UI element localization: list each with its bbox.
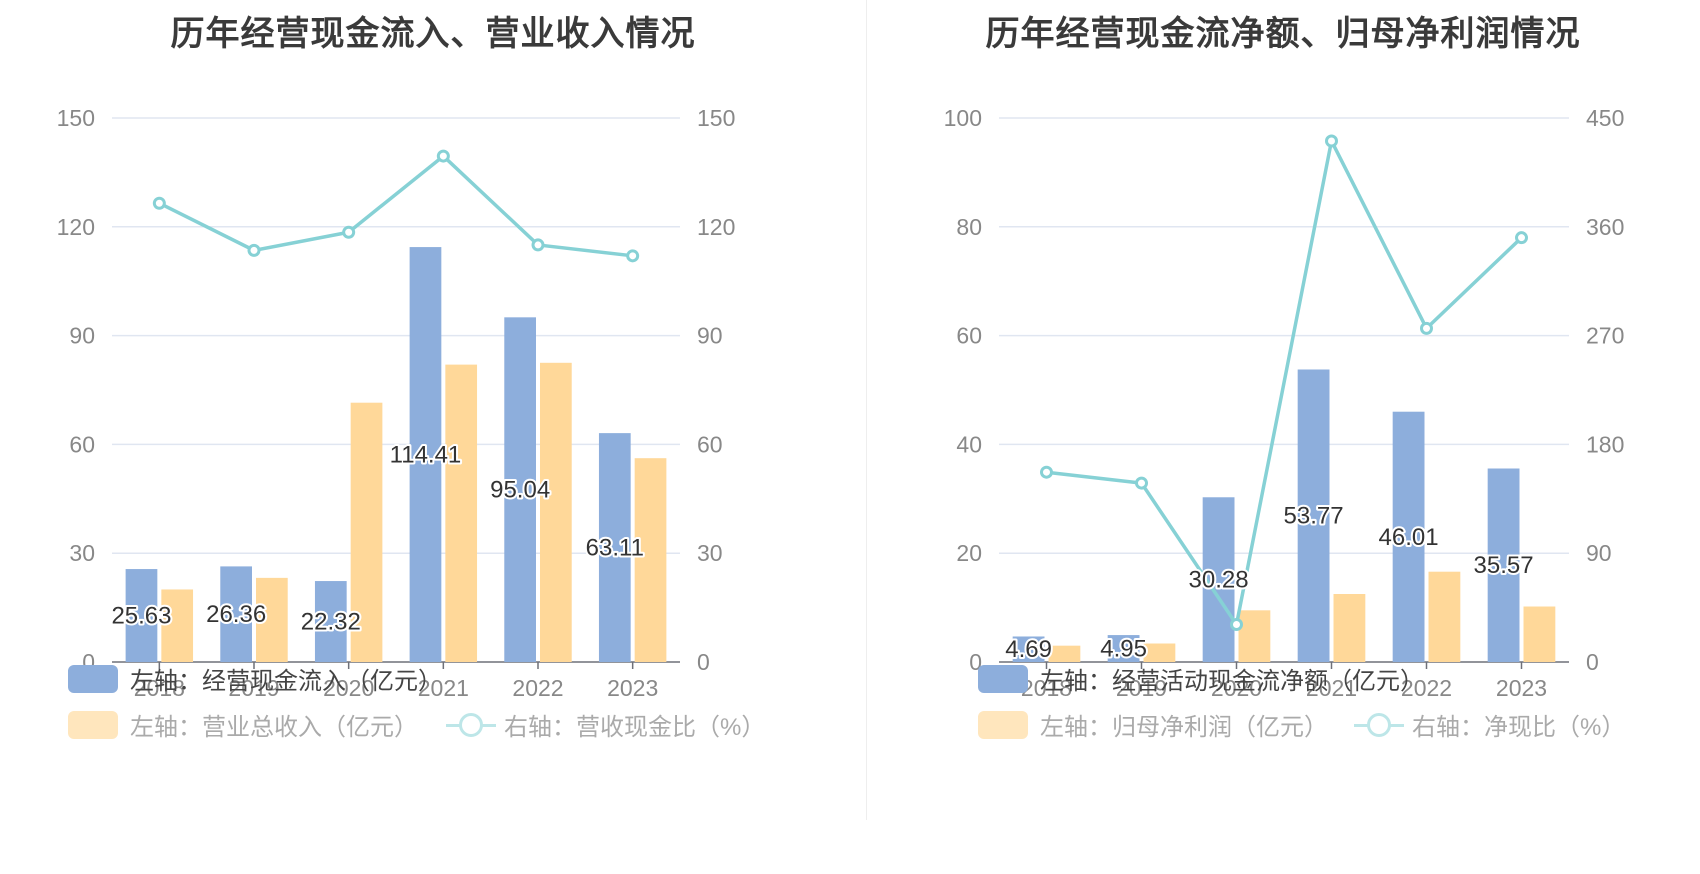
bar-secondary (1429, 572, 1461, 662)
line-point (1137, 478, 1147, 488)
line-point (1232, 620, 1242, 630)
data-label: 46.01 (1379, 524, 1439, 551)
chart-panel-cashflow-revenue: 历年经营现金流入、营业收入情况 0 30 60 90 120 150 0 30 60 90 120 1… (0, 0, 866, 874)
y-left-tick-label: 20 (956, 540, 982, 566)
legend-item-net-ratio[interactable]: 右轴：净现比（%） (1354, 707, 1625, 742)
y-right-tick-label: 0 (697, 649, 710, 675)
legend-swatch-secondary (68, 711, 118, 739)
line-point (344, 227, 354, 237)
chart-canvas: 历年经营现金流入、营业收入情况 0 30 60 90 120 150 0 30 60 90 120 1… (0, 0, 1700, 874)
line-point (154, 198, 164, 208)
data-label: 63.11 (586, 535, 644, 562)
legend-item-net-cash[interactable]: 左轴：经营活动现金流净额（亿元） (978, 661, 1424, 696)
data-label: 4.95 (1100, 636, 1147, 663)
legend-label: 右轴：净现比（%） (1412, 707, 1625, 742)
legend-swatch-secondary (978, 711, 1028, 739)
data-label: 22.32 (301, 609, 361, 636)
bar-secondary (1049, 646, 1081, 662)
y-right-tick-label: 0 (1586, 649, 1599, 675)
line-point (1042, 467, 1052, 477)
legend-label: 左轴：归母净利润（亿元） (1040, 707, 1328, 742)
y-left-tick-label: 80 (956, 214, 982, 240)
line-point (533, 240, 543, 250)
data-label: 26.36 (206, 601, 266, 628)
bar-secondary (1239, 610, 1271, 662)
data-label: 30.28 (1189, 567, 1249, 594)
legend-line-icon (446, 711, 496, 739)
bar-secondary (540, 363, 572, 662)
legend-swatch-primary (978, 665, 1028, 693)
y-right-tick-label: 30 (697, 540, 723, 566)
bar-secondary (1334, 594, 1366, 662)
y-left-tick-label: 30 (69, 540, 95, 566)
x-tick-label: 2023 (1496, 675, 1547, 701)
line-point (249, 245, 259, 255)
line-point (438, 151, 448, 161)
legend-item-cash-inflow[interactable]: 左轴：经营现金流入（亿元） (68, 661, 442, 696)
bar-secondary (1144, 644, 1176, 662)
line-point (1327, 136, 1337, 146)
data-label: 4.69 (1005, 636, 1052, 663)
legend-label: 左轴：营业总收入（亿元） (130, 707, 418, 742)
data-label: 114.41 (390, 442, 462, 469)
y-left-tick-label: 90 (69, 323, 95, 349)
y-right-tick-label: 90 (1586, 540, 1612, 566)
line-point (1422, 323, 1432, 333)
y-left-tick-label: 60 (69, 431, 95, 457)
legend-label: 右轴：营收现金比（%） (504, 707, 765, 742)
y-left-tick-label: 40 (956, 431, 982, 457)
y-right-tick-label: 120 (697, 214, 735, 240)
data-label: 53.77 (1284, 503, 1344, 530)
legend-label: 左轴：经营现金流入（亿元） (130, 661, 442, 696)
data-label: 25.63 (111, 603, 171, 630)
y-left-tick-label: 100 (944, 105, 982, 131)
line-series (159, 156, 632, 256)
bar-secondary (1524, 607, 1556, 662)
y-right-tick-label: 60 (697, 431, 723, 457)
y-right-tick-label: 150 (697, 105, 735, 131)
legend-line-icon (1354, 711, 1404, 739)
x-tick-label: 2023 (607, 675, 658, 701)
chart-panel-netcash-profit: 历年经营现金流净额、归母净利润情况 0 20 40 60 80 100 0 90 180 270 3… (866, 0, 1700, 874)
line-series (1047, 141, 1522, 625)
y-right-tick-label: 450 (1586, 105, 1624, 131)
y-right-tick-label: 90 (697, 323, 723, 349)
y-right-tick-label: 180 (1586, 431, 1624, 457)
x-tick-label: 2022 (512, 675, 563, 701)
legend-item-revenue[interactable]: 左轴：营业总收入（亿元） (68, 707, 418, 742)
y-left-tick-label: 60 (956, 323, 982, 349)
y-right-tick-label: 270 (1586, 323, 1624, 349)
legend-label: 左轴：经营活动现金流净额（亿元） (1040, 661, 1424, 696)
legend-swatch-primary (68, 665, 118, 693)
data-label: 35.57 (1474, 552, 1534, 579)
data-label: 95.04 (490, 477, 550, 504)
y-left-tick-label: 150 (57, 105, 95, 131)
legend-item-ratio[interactable]: 右轴：营收现金比（%） (446, 707, 765, 742)
line-point (1517, 233, 1527, 243)
bar-secondary (445, 365, 477, 662)
y-right-tick-label: 360 (1586, 214, 1624, 240)
line-point (628, 251, 638, 261)
y-left-tick-label: 120 (57, 214, 95, 240)
legend-item-net-profit[interactable]: 左轴：归母净利润（亿元） (978, 707, 1328, 742)
